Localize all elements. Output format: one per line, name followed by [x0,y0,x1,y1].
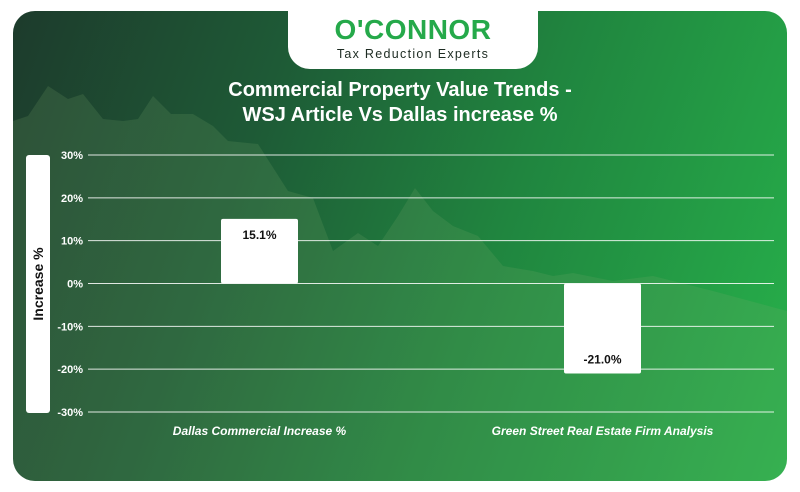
chart-title-line1: Commercial Property Value Trends - [228,79,572,101]
y-tick-label: 10% [61,236,83,248]
x-tick-label: Dallas Commercial Increase % [173,424,347,438]
y-tick-label: 30% [61,150,83,162]
y-tick-label: 20% [61,193,83,205]
bar [221,218,298,284]
y-tick-label: -20% [57,364,83,376]
chart-card: O'CONNOR Tax Reduction Experts Commercia… [13,11,787,481]
y-tick-label: -30% [57,407,83,419]
data-label: -21.0% [583,352,621,366]
brand-tagline: Tax Reduction Experts [336,47,490,61]
bar-chart: 30% 20% 10% 0% -10% -20% -30% 15.1% Dallas Comme… [57,150,774,438]
y-tick-label: -10% [57,321,83,333]
bar [564,283,641,374]
logo-tab: O'CONNOR Tax Reduction Experts [288,11,538,69]
y-tick-label: 0% [67,279,83,291]
chart-title-line2: WSJ Article Vs Dallas increase % [242,104,558,126]
y-axis-label-box [26,155,50,413]
brand-logo: O'CONNOR [334,14,492,45]
data-label: 15.1% [242,228,276,242]
x-tick-label: Green Street Real Estate Firm Analysis [492,424,714,438]
